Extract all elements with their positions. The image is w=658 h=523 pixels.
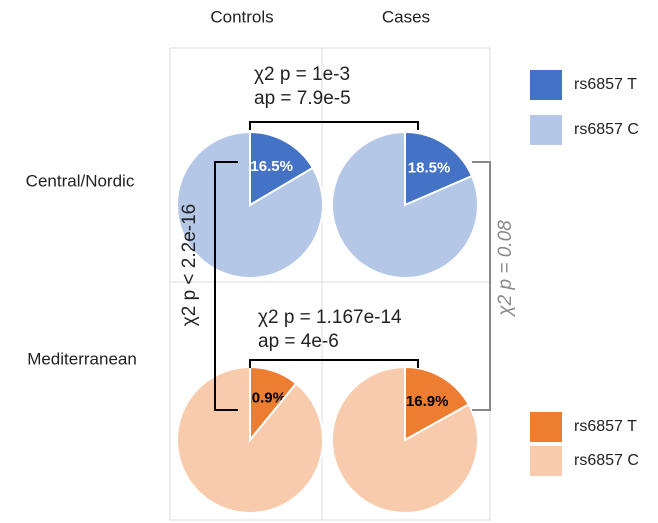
bracket xyxy=(214,161,238,411)
data-label: 16.9% xyxy=(406,393,449,410)
pie-slice xyxy=(331,365,479,514)
legend-label: rs6857 C xyxy=(574,121,639,138)
pie-slice xyxy=(404,365,471,442)
pie-slice xyxy=(176,365,324,514)
legend: rs6857 T rs6857 C rs6857 T rs6857 C xyxy=(530,70,639,476)
data-label: 16.5% xyxy=(250,158,293,175)
annotation: χ2 p = 0.08 xyxy=(495,220,516,318)
bracket xyxy=(249,359,419,368)
annotation: ap = 7.9e-5 xyxy=(254,88,351,109)
bracket xyxy=(472,161,491,411)
row-label: Mediterranean xyxy=(27,349,137,368)
annotation: χ2 p < 2.2e-16 xyxy=(179,204,200,326)
pie-slice xyxy=(249,130,315,207)
column-label: Controls xyxy=(210,7,273,26)
pie-slice xyxy=(404,130,474,207)
legend-swatch xyxy=(530,446,562,476)
data-label: 10.9% xyxy=(243,390,286,407)
legend-swatch xyxy=(530,412,562,442)
legend-swatch xyxy=(530,70,562,100)
legend-label: rs6857 T xyxy=(574,418,637,435)
legend-swatch xyxy=(530,115,562,145)
data-label: 18.5% xyxy=(408,159,451,176)
row-label: Central/Nordic xyxy=(26,171,135,190)
pie-slice xyxy=(176,130,324,279)
column-label: Cases xyxy=(382,7,430,26)
pie-slice xyxy=(331,130,479,279)
legend-label: rs6857 C xyxy=(574,452,639,469)
annotation: ap = 4e-6 xyxy=(258,331,339,352)
pies: 16.5% 18.5% 10.9% 16.9% xyxy=(176,130,479,514)
annotation: χ2 p = 1e-3 xyxy=(254,64,350,85)
annotation: χ2 p = 1.167e-14 xyxy=(258,307,402,328)
bracket xyxy=(249,121,419,130)
legend-label: rs6857 T xyxy=(574,76,637,93)
